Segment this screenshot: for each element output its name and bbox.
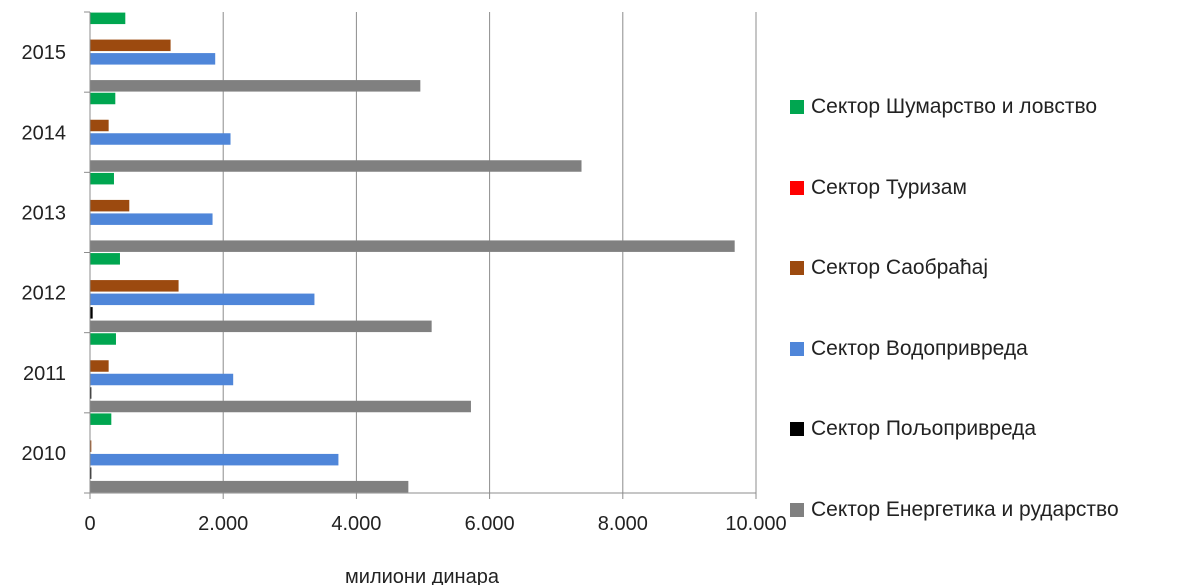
y-tick-label: 2011	[23, 363, 66, 385]
bar	[90, 199, 130, 212]
x-tick-label: 4.000	[331, 513, 381, 535]
bar	[90, 480, 409, 493]
bar	[90, 280, 179, 292]
x-tick-labels: 0 2.000 4.000 6.000 8.000 10.000	[84, 513, 786, 535]
legend-swatch	[790, 261, 804, 275]
bar	[90, 453, 339, 466]
x-tick-label: 6.000	[465, 513, 515, 535]
legend-label: Сектор Водопривреда	[811, 336, 1028, 360]
y-tick-label: 2012	[22, 283, 67, 305]
legend-swatch	[790, 422, 804, 436]
y-tick-labels: 2010 2011 2012 2013 2014 2015	[22, 42, 67, 465]
bar	[90, 172, 114, 185]
legend-label: Сектор Пољопривреда	[811, 417, 1037, 440]
bar	[90, 387, 92, 399]
legend-swatch	[790, 100, 804, 114]
x-tick-label: 10.000	[725, 513, 786, 535]
bar	[90, 360, 109, 372]
y-tick-label: 2013	[22, 202, 67, 224]
y-tick-label: 2014	[22, 122, 67, 144]
bar	[90, 413, 112, 425]
bar	[90, 293, 315, 306]
legend-label: Сектор Туризам	[811, 175, 967, 199]
bar	[90, 307, 93, 319]
bar	[90, 320, 432, 333]
x-tick-label: 2.000	[198, 513, 248, 535]
x-axis-title: милиони динара	[345, 566, 500, 585]
bar	[90, 213, 213, 225]
bar	[90, 119, 109, 132]
x-tick-label: 0	[84, 513, 95, 535]
legend-item: Сектор Туризам	[790, 173, 967, 203]
legend-item: Сектор Водопривреда	[790, 334, 1028, 364]
bar	[90, 240, 735, 252]
bar	[90, 53, 216, 65]
bar	[90, 253, 120, 265]
legend-label: Сектор Шумарство и ловство	[811, 95, 1098, 118]
bar	[90, 92, 116, 105]
legend-swatch	[790, 502, 804, 517]
bar	[90, 12, 126, 25]
bar	[90, 160, 582, 172]
axes	[84, 11, 757, 499]
bars	[90, 12, 735, 493]
x-tick-label: 8.000	[598, 513, 648, 535]
bar	[90, 400, 471, 413]
legend-item: Сектор Саобраћај	[790, 253, 988, 283]
legend-item: Сектор Шумарство и ловство	[790, 92, 1097, 122]
legend-swatch	[790, 341, 804, 356]
legend-swatch	[790, 180, 804, 195]
y-tick-label: 2010	[22, 443, 67, 465]
legend-label: Сектор Саобраћај	[811, 256, 989, 279]
bar	[90, 467, 92, 479]
bar	[90, 133, 231, 145]
legend-item: Сектор Пољопривреда	[790, 414, 1036, 444]
bar	[90, 39, 171, 52]
bar	[90, 440, 92, 452]
legend-item: Сектор Енергетика и рударство	[790, 495, 1119, 525]
bar	[90, 333, 116, 345]
bar	[90, 80, 421, 92]
y-tick-label: 2015	[22, 42, 67, 64]
gridlines	[222, 12, 757, 493]
bar	[90, 373, 234, 386]
legend-label: Сектор Енергетика и рударство	[811, 497, 1119, 521]
